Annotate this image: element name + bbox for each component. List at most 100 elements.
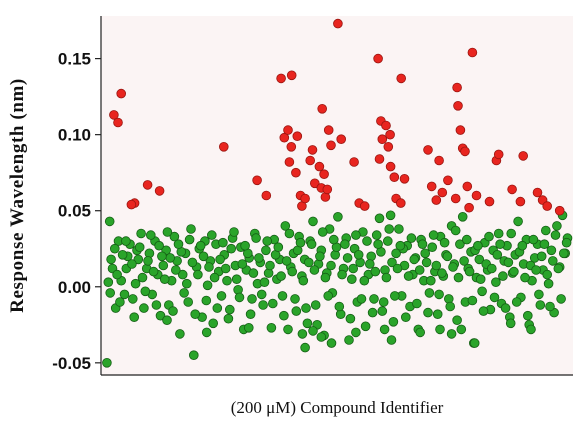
nonhit-point	[531, 265, 541, 275]
hit-point	[431, 195, 442, 205]
plot-area	[101, 16, 573, 375]
nonhit-point	[348, 263, 359, 274]
nonhit-point	[267, 298, 278, 309]
nonhit-point	[202, 280, 213, 291]
nonhit-point	[302, 318, 313, 329]
nonhit-point	[478, 306, 489, 316]
nonhit-point	[374, 213, 385, 224]
nonhit-point	[195, 240, 206, 251]
nonhit-point	[528, 234, 539, 245]
hit-point	[349, 157, 359, 167]
hit-point	[467, 47, 478, 58]
hit-point	[464, 202, 474, 213]
nonhit-point	[333, 212, 343, 222]
nonhit-point	[201, 295, 212, 306]
hit-point	[385, 161, 396, 172]
hit-point	[374, 154, 385, 164]
nonhit-point	[351, 230, 361, 240]
nonhit-point	[261, 245, 271, 256]
nonhit-point	[356, 294, 367, 304]
nonhit-point	[273, 242, 284, 253]
nonhit-point	[389, 291, 400, 301]
nonhit-point	[421, 257, 432, 268]
nonhit-point	[475, 274, 486, 285]
hit-point	[305, 155, 316, 166]
nonhit-point	[128, 294, 138, 304]
nonhit-point	[184, 234, 195, 245]
hit-point	[319, 169, 329, 180]
nonhit-point	[162, 315, 172, 326]
nonhit-point	[503, 257, 514, 268]
nonhit-point	[137, 272, 148, 283]
nonhit-point	[561, 237, 572, 248]
nonhit-point	[151, 300, 162, 310]
nonhit-point	[134, 242, 145, 253]
nonhit-point	[245, 309, 256, 320]
nonhit-point	[526, 324, 536, 335]
nonhit-point	[535, 300, 546, 310]
nonhit-point	[143, 256, 153, 266]
nonhit-point	[119, 289, 130, 300]
nonhit-point	[189, 350, 199, 361]
nonhit-point	[187, 257, 198, 268]
nonhit-point	[112, 269, 122, 280]
nonhit-point	[495, 239, 505, 250]
hit-point	[284, 157, 295, 167]
nonhit-point	[115, 297, 125, 307]
nonhit-point	[328, 234, 339, 245]
nonhit-point	[455, 239, 465, 250]
hit-point	[423, 145, 433, 155]
nonhit-point	[177, 269, 188, 280]
hit-point	[377, 134, 388, 145]
nonhit-point	[452, 315, 462, 326]
nonhit-point	[432, 309, 443, 320]
nonhit-point	[237, 259, 248, 269]
nonhit-point	[303, 257, 314, 268]
nonhit-point	[473, 240, 483, 251]
nonhit-point	[140, 286, 151, 297]
hit-point	[322, 184, 333, 195]
nonhit-point	[229, 227, 239, 237]
nonhit-point	[547, 256, 558, 266]
nonhit-point	[277, 291, 288, 301]
nonhit-point	[158, 260, 169, 271]
nonhit-point	[290, 294, 300, 304]
y-tick-label: 0.10	[58, 126, 91, 145]
nonhit-point	[284, 228, 295, 239]
hit-point	[109, 110, 119, 120]
hit-point	[381, 120, 391, 131]
nonhit-point	[379, 324, 390, 335]
hit-point	[283, 125, 293, 135]
nonhit-point	[505, 318, 516, 329]
nonhit-point	[382, 236, 393, 246]
nonhit-point	[400, 312, 411, 323]
nonhit-point	[453, 272, 464, 283]
nonhit-point	[511, 297, 522, 307]
nonhit-point	[127, 259, 137, 269]
nonhit-point	[218, 237, 228, 248]
nonhit-point	[159, 274, 170, 285]
hit-point	[309, 178, 320, 189]
nonhit-point	[201, 327, 212, 338]
hit-point	[314, 161, 325, 172]
hit-point	[279, 132, 290, 143]
nonhit-point	[240, 240, 250, 251]
hit-point	[426, 181, 437, 192]
nonhit-point	[437, 268, 447, 278]
nonhit-point	[157, 251, 167, 262]
nonhit-point	[220, 263, 231, 274]
nonhit-point	[364, 259, 375, 269]
nonhit-point	[222, 275, 232, 286]
nonhit-point	[351, 327, 361, 338]
hit-point	[396, 73, 407, 84]
nonhit-point	[247, 294, 257, 304]
hit-point	[437, 187, 448, 198]
nonhit-point	[484, 231, 494, 242]
nonhit-point	[558, 248, 569, 259]
nonhit-point	[428, 230, 439, 240]
nonhit-point	[369, 294, 379, 304]
nonhit-point	[377, 306, 388, 316]
nonhit-point	[362, 236, 372, 246]
nonhit-point	[344, 335, 354, 345]
